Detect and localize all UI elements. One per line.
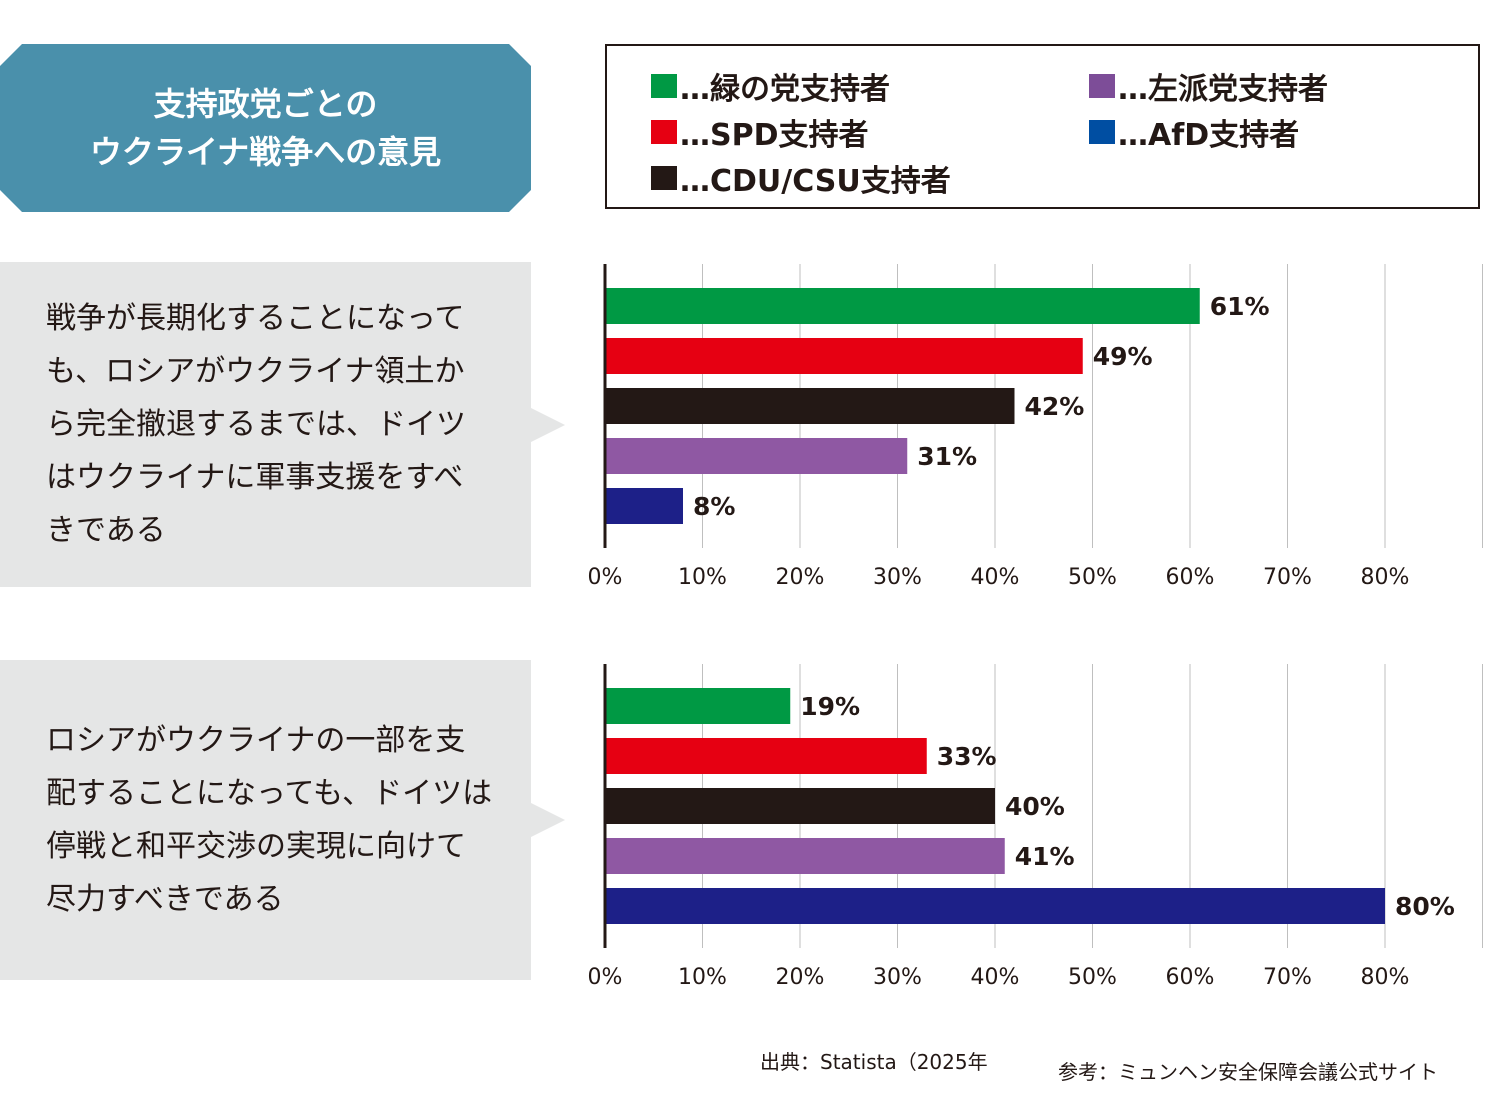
x-tick-label: 40% [971, 965, 1020, 990]
x-tick-label: 70% [1263, 965, 1312, 990]
x-tick-label: 70% [1263, 565, 1312, 590]
title-banner: 支持政党ごとの ウクライナ戦争への意見 [0, 44, 531, 212]
x-tick-label: 60% [1166, 965, 1215, 990]
question-1-line: はウクライナに軍事支援をすべ [46, 460, 464, 495]
question-1-line: も、ロシアがウクライナ領土か [46, 354, 465, 389]
bar [605, 788, 995, 824]
bar-value-label: 41% [1015, 842, 1075, 871]
legend-label-left: …左派党支持者 [1118, 72, 1328, 107]
x-tick-label: 30% [873, 965, 922, 990]
bar [605, 488, 683, 524]
bar [605, 288, 1200, 324]
x-tick-label: 80% [1361, 565, 1410, 590]
bar-value-label: 40% [1005, 792, 1065, 821]
legend-swatch-cdu [651, 166, 677, 190]
x-tick-label: 0% [588, 965, 623, 990]
x-tick-label: 80% [1361, 965, 1410, 990]
bar-chart-2: 0% 10% 20% 30% 40% 50% 60% 70% 80% 19% 33% 40% 41% 80… [560, 662, 1485, 1002]
question-2-line: 配することになっても、ドイツは [46, 776, 493, 811]
bar [605, 888, 1385, 924]
bar-value-label: 42% [1025, 392, 1085, 421]
x-tick-label: 30% [873, 565, 922, 590]
bar [605, 338, 1083, 374]
bar [605, 388, 1015, 424]
bar [605, 838, 1005, 874]
bar-value-label: 80% [1395, 892, 1455, 921]
x-tick-label: 0% [588, 565, 623, 590]
question-1-line: きである [46, 513, 166, 548]
bar [605, 738, 927, 774]
question-box-1: 戦争が長期化することになって も、ロシアがウクライナ領土か ら完全撤退するまでは… [0, 262, 565, 587]
question-2-line: ロシアがウクライナの一部を支 [46, 723, 466, 758]
legend-label-cdu: …CDU/CSU支持者 [680, 164, 951, 199]
question-1-line: 戦争が長期化することになって [46, 301, 465, 336]
legend-label-green: …緑の党支持者 [680, 72, 890, 107]
legend-item-green: …緑の党支持者 [651, 64, 890, 108]
bar-value-label: 61% [1210, 292, 1270, 321]
bar-value-label: 19% [800, 692, 860, 721]
bar-value-label: 31% [917, 442, 977, 471]
legend-swatch-green [651, 74, 677, 98]
title-line-2: ウクライナ戦争への意見 [89, 133, 442, 171]
x-tick-label: 50% [1068, 965, 1117, 990]
bar-chart-1-svg: 0% 10% 20% 30% 40% 50% 60% 70% 80% 61% 49% 42% 31% 8% [588, 264, 1483, 590]
question-box-2: ロシアがウクライナの一部を支 配することになっても、ドイツは 停戦と和平交渉の実… [0, 660, 565, 980]
legend-label-afd: …AfD支持者 [1118, 118, 1300, 153]
bar-chart-2-svg: 0% 10% 20% 30% 40% 50% 60% 70% 80% 19% 33% 40% 41% 80… [588, 664, 1483, 990]
bar-chart-1: 0% 10% 20% 30% 40% 50% 60% 70% 80% 61% 49% 42% 31% 8% [560, 262, 1485, 602]
source-note: 出典：Statista（2025年 [760, 1050, 988, 1074]
legend-swatch-afd [1089, 120, 1115, 144]
title-line-1: 支持政党ごとの [153, 85, 378, 123]
legend: …緑の党支持者 …左派党支持者 …SPD支持者 …AfD支持者 …CDU/CSU… [605, 44, 1480, 209]
bar-value-label: 49% [1093, 342, 1153, 371]
legend-item-spd: …SPD支持者 [651, 110, 869, 154]
legend-swatch-left [1089, 74, 1115, 98]
legend-item-afd: …AfD支持者 [1089, 110, 1299, 154]
question-1-line: ら完全撤退するまでは、ドイツ [46, 407, 466, 442]
reference-note: 参考：ミュンヘン安全保障会議公式サイト [1058, 1060, 1438, 1084]
legend-label-spd: …SPD支持者 [680, 118, 869, 153]
question-2-line: 停戦と和平交渉の実現に向けて [46, 829, 466, 864]
legend-swatch-spd [651, 120, 677, 144]
x-tick-label: 10% [678, 565, 727, 590]
x-tick-label: 10% [678, 965, 727, 990]
bar [605, 438, 908, 474]
x-tick-label: 60% [1166, 565, 1215, 590]
x-tick-label: 50% [1068, 565, 1117, 590]
x-tick-label: 20% [776, 565, 825, 590]
bar-value-label: 8% [693, 492, 735, 521]
bar-value-label: 33% [937, 742, 997, 771]
bar [605, 688, 791, 724]
question-2-line: 尽力すべきである [46, 882, 284, 917]
x-tick-label: 20% [776, 965, 825, 990]
legend-item-left: …左派党支持者 [1089, 64, 1328, 108]
legend-item-cdu: …CDU/CSU支持者 [651, 156, 951, 200]
x-tick-label: 40% [971, 565, 1020, 590]
